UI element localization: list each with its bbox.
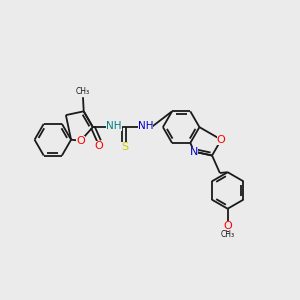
Text: O: O xyxy=(76,136,85,146)
Text: NH: NH xyxy=(106,121,122,131)
Text: NH: NH xyxy=(138,121,153,131)
Text: O: O xyxy=(223,221,232,231)
Text: CH₃: CH₃ xyxy=(76,87,90,96)
Text: N: N xyxy=(190,147,198,157)
Text: S: S xyxy=(121,142,128,152)
Text: CH₃: CH₃ xyxy=(220,230,235,239)
Text: O: O xyxy=(217,135,226,145)
Text: O: O xyxy=(95,141,103,151)
